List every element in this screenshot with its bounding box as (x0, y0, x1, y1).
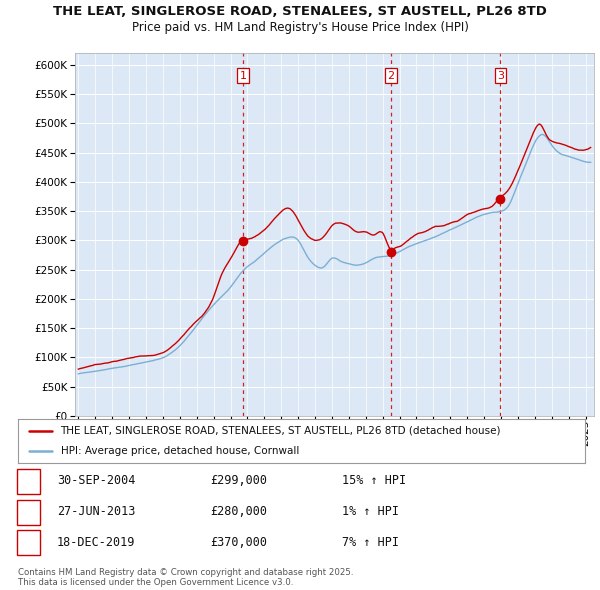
Text: 27-JUN-2013: 27-JUN-2013 (57, 505, 136, 518)
Text: 7% ↑ HPI: 7% ↑ HPI (342, 536, 399, 549)
Text: 2: 2 (388, 71, 395, 81)
Text: £299,000: £299,000 (210, 474, 267, 487)
Text: THE LEAT, SINGLEROSE ROAD, STENALEES, ST AUSTELL, PL26 8TD (detached house): THE LEAT, SINGLEROSE ROAD, STENALEES, ST… (61, 426, 501, 436)
Text: £370,000: £370,000 (210, 536, 267, 549)
Text: 3: 3 (497, 71, 504, 81)
Text: 2: 2 (24, 505, 32, 518)
Text: 30-SEP-2004: 30-SEP-2004 (57, 474, 136, 487)
Text: 15% ↑ HPI: 15% ↑ HPI (342, 474, 406, 487)
Text: Contains HM Land Registry data © Crown copyright and database right 2025.
This d: Contains HM Land Registry data © Crown c… (18, 568, 353, 587)
Text: THE LEAT, SINGLEROSE ROAD, STENALEES, ST AUSTELL, PL26 8TD: THE LEAT, SINGLEROSE ROAD, STENALEES, ST… (53, 5, 547, 18)
Text: 1: 1 (24, 474, 32, 487)
Text: Price paid vs. HM Land Registry's House Price Index (HPI): Price paid vs. HM Land Registry's House … (131, 21, 469, 34)
Text: £280,000: £280,000 (210, 505, 267, 518)
Text: 3: 3 (24, 536, 32, 549)
Text: 18-DEC-2019: 18-DEC-2019 (57, 536, 136, 549)
Text: 1% ↑ HPI: 1% ↑ HPI (342, 505, 399, 518)
Text: HPI: Average price, detached house, Cornwall: HPI: Average price, detached house, Corn… (61, 446, 299, 456)
Text: 1: 1 (240, 71, 247, 81)
